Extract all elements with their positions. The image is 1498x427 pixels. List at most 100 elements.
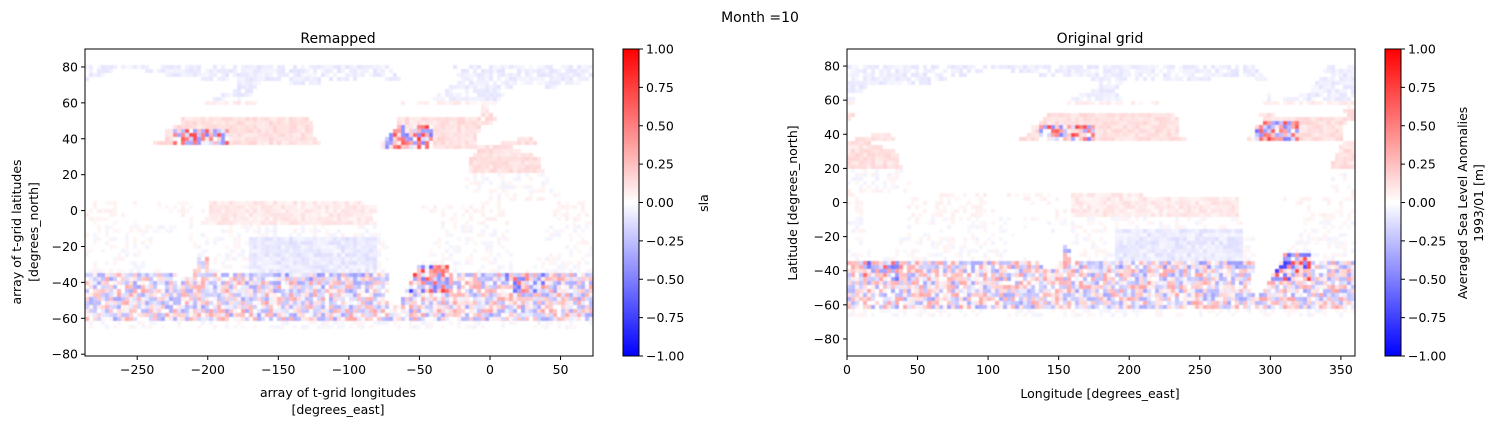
sla-cell	[541, 281, 545, 285]
sla-cell	[89, 293, 93, 297]
sla-cell	[285, 277, 289, 281]
sla-cell	[923, 81, 927, 85]
sla-cell	[537, 285, 541, 289]
sla-cell	[883, 73, 887, 77]
sla-cell	[185, 317, 189, 321]
sla-cell	[891, 177, 895, 181]
sla-cell	[161, 313, 165, 317]
sla-cell	[357, 289, 361, 293]
sla-cell	[437, 101, 441, 105]
sla-cell	[537, 273, 541, 277]
sla-cell	[249, 317, 253, 321]
sla-cell	[229, 205, 233, 209]
sla-cell	[269, 241, 273, 245]
sla-cell	[441, 265, 445, 269]
sla-cell	[357, 217, 361, 221]
sla-cell	[1323, 125, 1327, 129]
sla-cell	[157, 305, 161, 309]
sla-cell	[863, 69, 867, 73]
sla-cell	[545, 313, 549, 317]
sla-cell	[915, 205, 919, 209]
sla-cell	[213, 277, 217, 281]
sla-cell	[485, 257, 489, 261]
sla-cell	[297, 125, 301, 129]
sla-cell	[1151, 129, 1155, 133]
sla-cell	[1111, 113, 1115, 117]
sla-cell	[1279, 121, 1283, 125]
sla-cell	[281, 141, 285, 145]
sla-cell	[285, 265, 289, 269]
sla-cell	[453, 213, 457, 217]
sla-cell	[277, 325, 281, 329]
sla-cell	[253, 201, 257, 205]
sla-cell	[105, 289, 109, 293]
sla-cell	[185, 305, 189, 309]
sla-cell	[569, 69, 573, 73]
sla-cell	[169, 281, 173, 285]
sla-cell	[281, 245, 285, 249]
sla-cell	[1083, 137, 1087, 141]
sla-cell	[549, 301, 553, 305]
sla-cell	[125, 305, 129, 309]
sla-cell	[569, 249, 573, 253]
sla-cell	[201, 249, 205, 253]
sla-cell	[863, 145, 867, 149]
sla-cell	[565, 65, 569, 69]
sla-cell	[153, 281, 157, 285]
sla-cell	[1287, 101, 1291, 105]
sla-cell	[851, 153, 855, 157]
sla-cell	[501, 285, 505, 289]
sla-cell	[1203, 213, 1207, 217]
sla-cell	[345, 221, 349, 225]
sla-cell	[445, 297, 449, 301]
sla-cell	[277, 241, 281, 245]
sla-cell	[501, 273, 505, 277]
sla-cell	[265, 73, 269, 77]
sla-cell	[1099, 209, 1103, 213]
sla-cell	[353, 245, 357, 249]
sla-cell	[333, 289, 337, 293]
sla-cell	[229, 281, 233, 285]
sla-cell	[289, 317, 293, 321]
sla-cell	[269, 65, 273, 69]
sla-cell	[1267, 117, 1271, 121]
panel-remapped-colorbar-label: sla	[696, 194, 711, 212]
sla-cell	[1263, 101, 1267, 105]
sla-cell	[883, 149, 887, 153]
sla-cell	[433, 261, 437, 265]
sla-cell	[333, 217, 337, 221]
sla-cell	[549, 85, 553, 89]
sla-cell	[939, 197, 943, 201]
sla-cell	[333, 213, 337, 217]
sla-cell	[529, 65, 533, 69]
sla-cell	[441, 129, 445, 133]
sla-cell	[509, 85, 513, 89]
sla-cell	[573, 293, 577, 297]
sla-cell	[245, 221, 249, 225]
sla-cell	[1107, 209, 1111, 213]
sla-cell	[169, 297, 173, 301]
sla-cell	[441, 141, 445, 145]
sla-cell	[991, 65, 995, 69]
sla-cell	[369, 237, 373, 241]
sla-cell	[489, 189, 493, 193]
sla-cell	[189, 137, 193, 141]
sla-cell	[253, 101, 257, 105]
sla-cell	[233, 125, 237, 129]
sla-cell	[337, 265, 341, 269]
sla-cell	[353, 249, 357, 253]
sla-cell	[353, 309, 357, 313]
sla-cell	[181, 125, 185, 129]
sla-cell	[225, 73, 229, 77]
sla-cell	[317, 81, 321, 85]
sla-cell	[1123, 205, 1127, 209]
sla-cell	[501, 301, 505, 305]
sla-cell	[141, 289, 145, 293]
sla-cell	[541, 293, 545, 297]
sla-cell	[1207, 69, 1211, 73]
sla-cell	[241, 69, 245, 73]
sla-cell	[353, 285, 357, 289]
sla-cell	[305, 221, 309, 225]
sla-cell	[441, 221, 445, 225]
sla-cell	[101, 289, 105, 293]
